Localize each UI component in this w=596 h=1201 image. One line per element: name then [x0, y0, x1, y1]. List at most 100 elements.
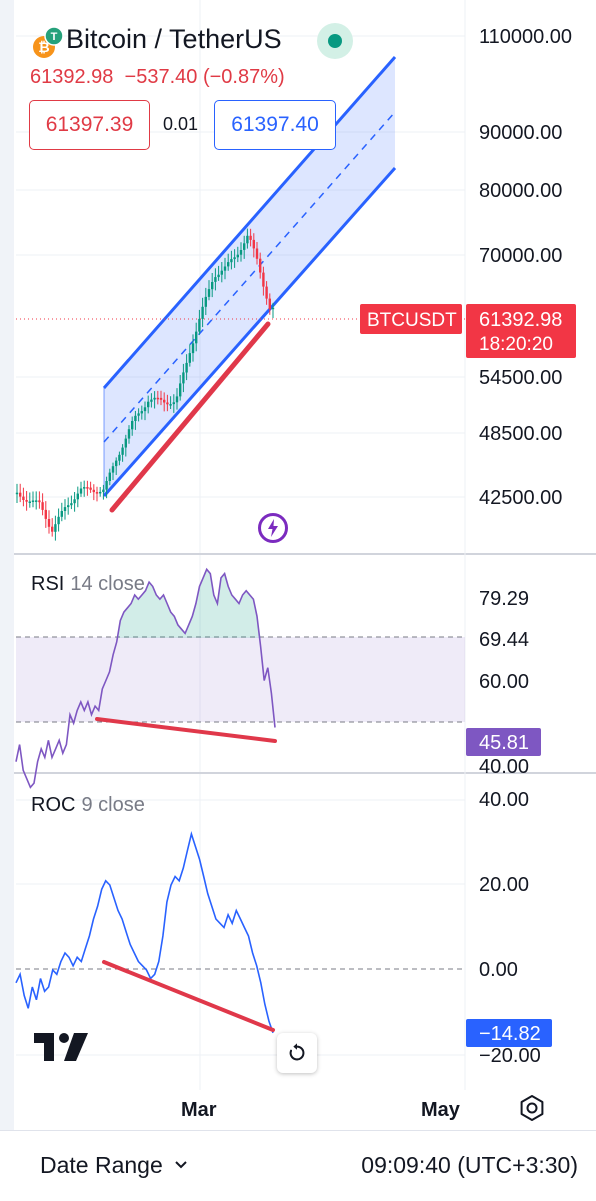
roc-line[interactable]	[15, 831, 274, 1034]
roc-tick: 0.00	[479, 959, 518, 981]
roc-axis[interactable]: 40.00 20.00 0.00 −20.00	[479, 789, 541, 1067]
candle-body	[79, 488, 83, 494]
candle-body	[166, 402, 169, 405]
candle-body	[169, 404, 172, 406]
candle-body	[22, 496, 25, 500]
rsi-tick: 69.44	[479, 629, 529, 651]
candle-body	[211, 282, 214, 290]
symbol-label: BTCUSDT	[367, 310, 457, 331]
candle-body	[185, 362, 188, 373]
candle-body	[147, 401, 150, 408]
candle-body	[198, 318, 201, 332]
candle-body	[89, 487, 92, 490]
grid-lines	[16, 0, 465, 1090]
bottom-toolbar	[0, 1130, 596, 1201]
candle-body	[41, 502, 44, 510]
candle-body	[156, 397, 159, 400]
candle-body	[47, 519, 51, 527]
candle-body	[99, 491, 102, 494]
roc-legend[interactable]: ROC 9 close	[31, 794, 145, 816]
clock-timezone[interactable]: 09:09:40 (UTC+3:30)	[361, 1152, 578, 1178]
candle-body	[207, 289, 211, 297]
rsi-band-background	[16, 637, 465, 722]
sell-price-button[interactable]: 61397.39	[29, 100, 150, 150]
time-tick-mar[interactable]: Mar	[181, 1099, 217, 1121]
candle-body	[175, 396, 179, 403]
roc-name: ROC	[31, 794, 75, 816]
candle-body	[25, 500, 28, 502]
regression-channel-upper[interactable]	[102, 56, 397, 389]
market-open-dot-icon[interactable]	[317, 23, 353, 59]
trendline-roc[interactable]	[102, 960, 275, 1032]
candle-body	[223, 266, 227, 271]
last-price-badge	[466, 304, 576, 358]
spread-value: 0.01	[163, 114, 199, 134]
candle-body	[63, 507, 67, 511]
price-tick: 42500.00	[479, 487, 562, 509]
flash-icon[interactable]	[258, 513, 288, 543]
candle-body	[19, 492, 22, 497]
rsi-axis[interactable]: 79.29 69.44 60.00 40.00	[479, 588, 529, 778]
candle-body	[137, 413, 140, 416]
candle-body	[28, 501, 31, 503]
symbol-title[interactable]: Bitcoin / TetherUS	[66, 24, 282, 54]
candle-body	[220, 270, 223, 275]
candle-body	[214, 277, 217, 282]
candle-body	[76, 493, 79, 500]
trendline-rsi[interactable]	[95, 717, 277, 743]
candle-body	[150, 399, 153, 402]
chart-canvas[interactable]: 110000.00 90000.00 80000.00 70000.00 545…	[0, 0, 596, 1130]
price-axis[interactable]: 110000.00 90000.00 80000.00 70000.00 545…	[479, 26, 572, 509]
candle-body	[140, 411, 143, 414]
candle-body	[115, 460, 118, 467]
candle-body	[239, 250, 243, 255]
regression-channel-fill	[104, 57, 395, 496]
candle-body	[121, 447, 124, 455]
roc-tick: −20.00	[479, 1045, 541, 1067]
candle-body	[233, 257, 236, 260]
candle-body	[15, 492, 19, 495]
candle-body	[86, 487, 89, 489]
bar-countdown: 18:20:20	[479, 334, 553, 355]
candle-body	[265, 286, 268, 299]
tradingview-logo-icon[interactable]	[34, 1033, 88, 1061]
candle-body	[44, 509, 47, 519]
rsi-params: 14 close	[70, 573, 145, 595]
regression-channel-lower[interactable]	[102, 167, 397, 497]
candle-body	[255, 248, 259, 259]
date-range-button[interactable]: Date Range	[40, 1152, 163, 1178]
chevron-down-icon[interactable]	[174, 1160, 188, 1170]
candle-body	[159, 397, 163, 400]
candle-body	[172, 402, 175, 405]
svg-text:T: T	[51, 31, 58, 43]
reset-chart-button[interactable]	[277, 1033, 317, 1073]
symbol-label-badge	[360, 304, 462, 334]
candle-body	[111, 466, 115, 473]
rsi-tick: 60.00	[479, 671, 529, 693]
candle-body	[217, 274, 220, 278]
candle-body	[51, 526, 54, 532]
price-tick: 110000.00	[479, 26, 572, 48]
rsi-overbought-fill	[16, 569, 275, 638]
roc-tick: 40.00	[479, 789, 529, 811]
last-price-label: 61392.98	[479, 309, 562, 331]
rsi-line[interactable]	[15, 567, 276, 789]
rsi-legend[interactable]: RSI 14 close	[31, 573, 145, 595]
rsi-tick: 40.00	[479, 756, 529, 778]
buy-price-button[interactable]: 61397.40	[214, 100, 336, 150]
candle-body	[38, 500, 41, 503]
candle-body	[118, 454, 121, 461]
rsi-tick: 79.29	[479, 588, 529, 610]
svg-text:₿: ₿	[38, 39, 49, 55]
price-tick: 54500.00	[479, 367, 562, 389]
candle-body	[163, 399, 166, 403]
lightning-icon	[268, 519, 278, 537]
candle-body	[131, 421, 134, 430]
reset-icon	[289, 1043, 305, 1061]
candle-body	[60, 511, 63, 517]
settings-gear-icon[interactable]	[518, 1094, 546, 1122]
candle-body	[182, 372, 185, 384]
trendline-price[interactable]	[109, 321, 271, 513]
time-tick-may[interactable]: May	[421, 1099, 461, 1121]
regression-channel-mid[interactable]	[103, 111, 396, 443]
